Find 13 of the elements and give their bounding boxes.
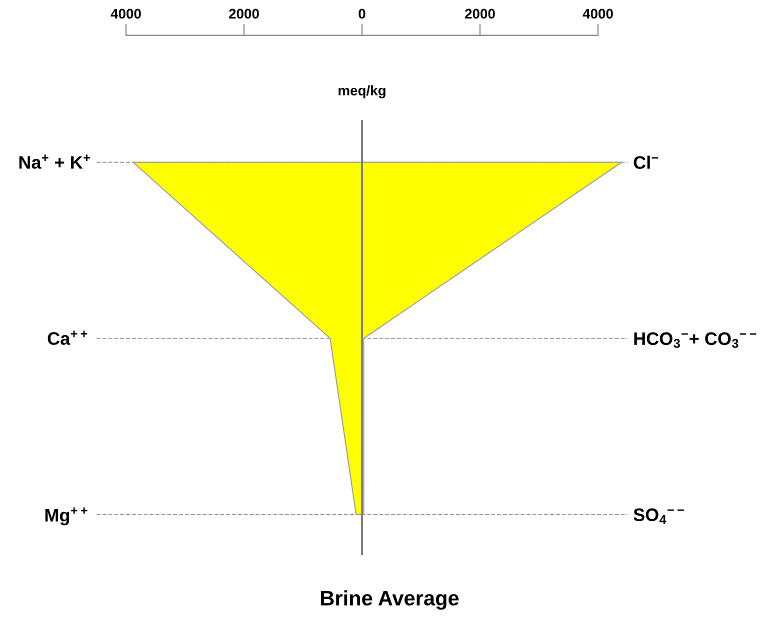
y2-tick-label: HCO$_{3}$$^{−}$+ CO$_{3}$$^{−−}$ (634, 332, 756, 348)
text: Brine Average (321, 590, 459, 610)
x-tick-label: 2000 (229, 8, 259, 19)
y2-tick-label: Cl$^{−}$ (634, 156, 658, 169)
x-tick-label: 4000 (110, 8, 141, 19)
x-tick-label: 4000 (582, 8, 613, 19)
x-tick-label: 0 (358, 8, 366, 19)
x-axis-title: meq/kg (338, 85, 386, 98)
y-tick-label: Na$^{+}$ + K$^{+}$ (19, 154, 90, 169)
y2-tick-label: SO$_{4}$$^{−−}$ (634, 508, 684, 524)
x-tick-label: 2000 (465, 8, 495, 19)
y-tick-label: Ca$^{++}$ (48, 330, 88, 345)
y-tick-label: Mg$^{++}$ (45, 507, 88, 526)
